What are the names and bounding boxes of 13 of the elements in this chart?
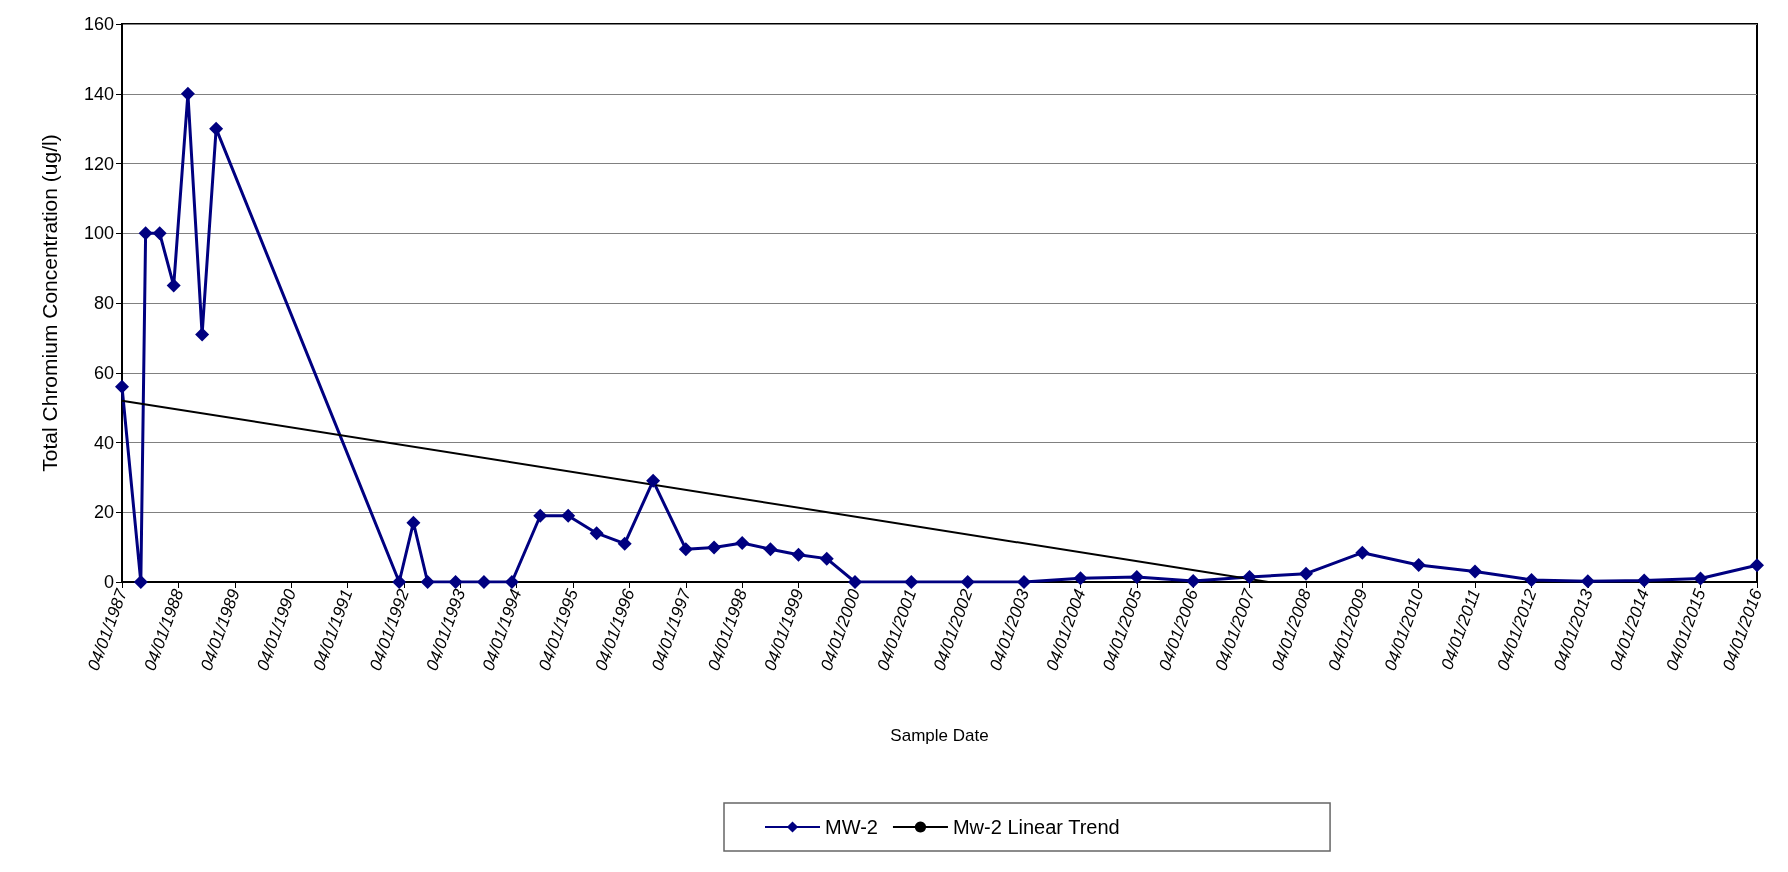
y-tick-label: 160 [83, 14, 114, 34]
legend-label: MW-2 [825, 816, 878, 838]
legend-label: Mw-2 Linear Trend [952, 816, 1120, 838]
y-tick-label: 100 [83, 223, 114, 244]
y-axis-title: Total Chromium Concentration (ug/l) [38, 134, 61, 472]
y-tick-label: 20 [93, 502, 114, 523]
y-tick-label: 0 [103, 572, 114, 592]
y-tick-label: 40 [93, 432, 114, 453]
y-tick-label: 120 [83, 153, 114, 174]
y-tick-label: 140 [83, 83, 114, 104]
y-tick-label: 60 [93, 362, 114, 383]
x-axis-title: Sample Date [890, 726, 989, 745]
y-tick-label: 80 [93, 293, 114, 313]
